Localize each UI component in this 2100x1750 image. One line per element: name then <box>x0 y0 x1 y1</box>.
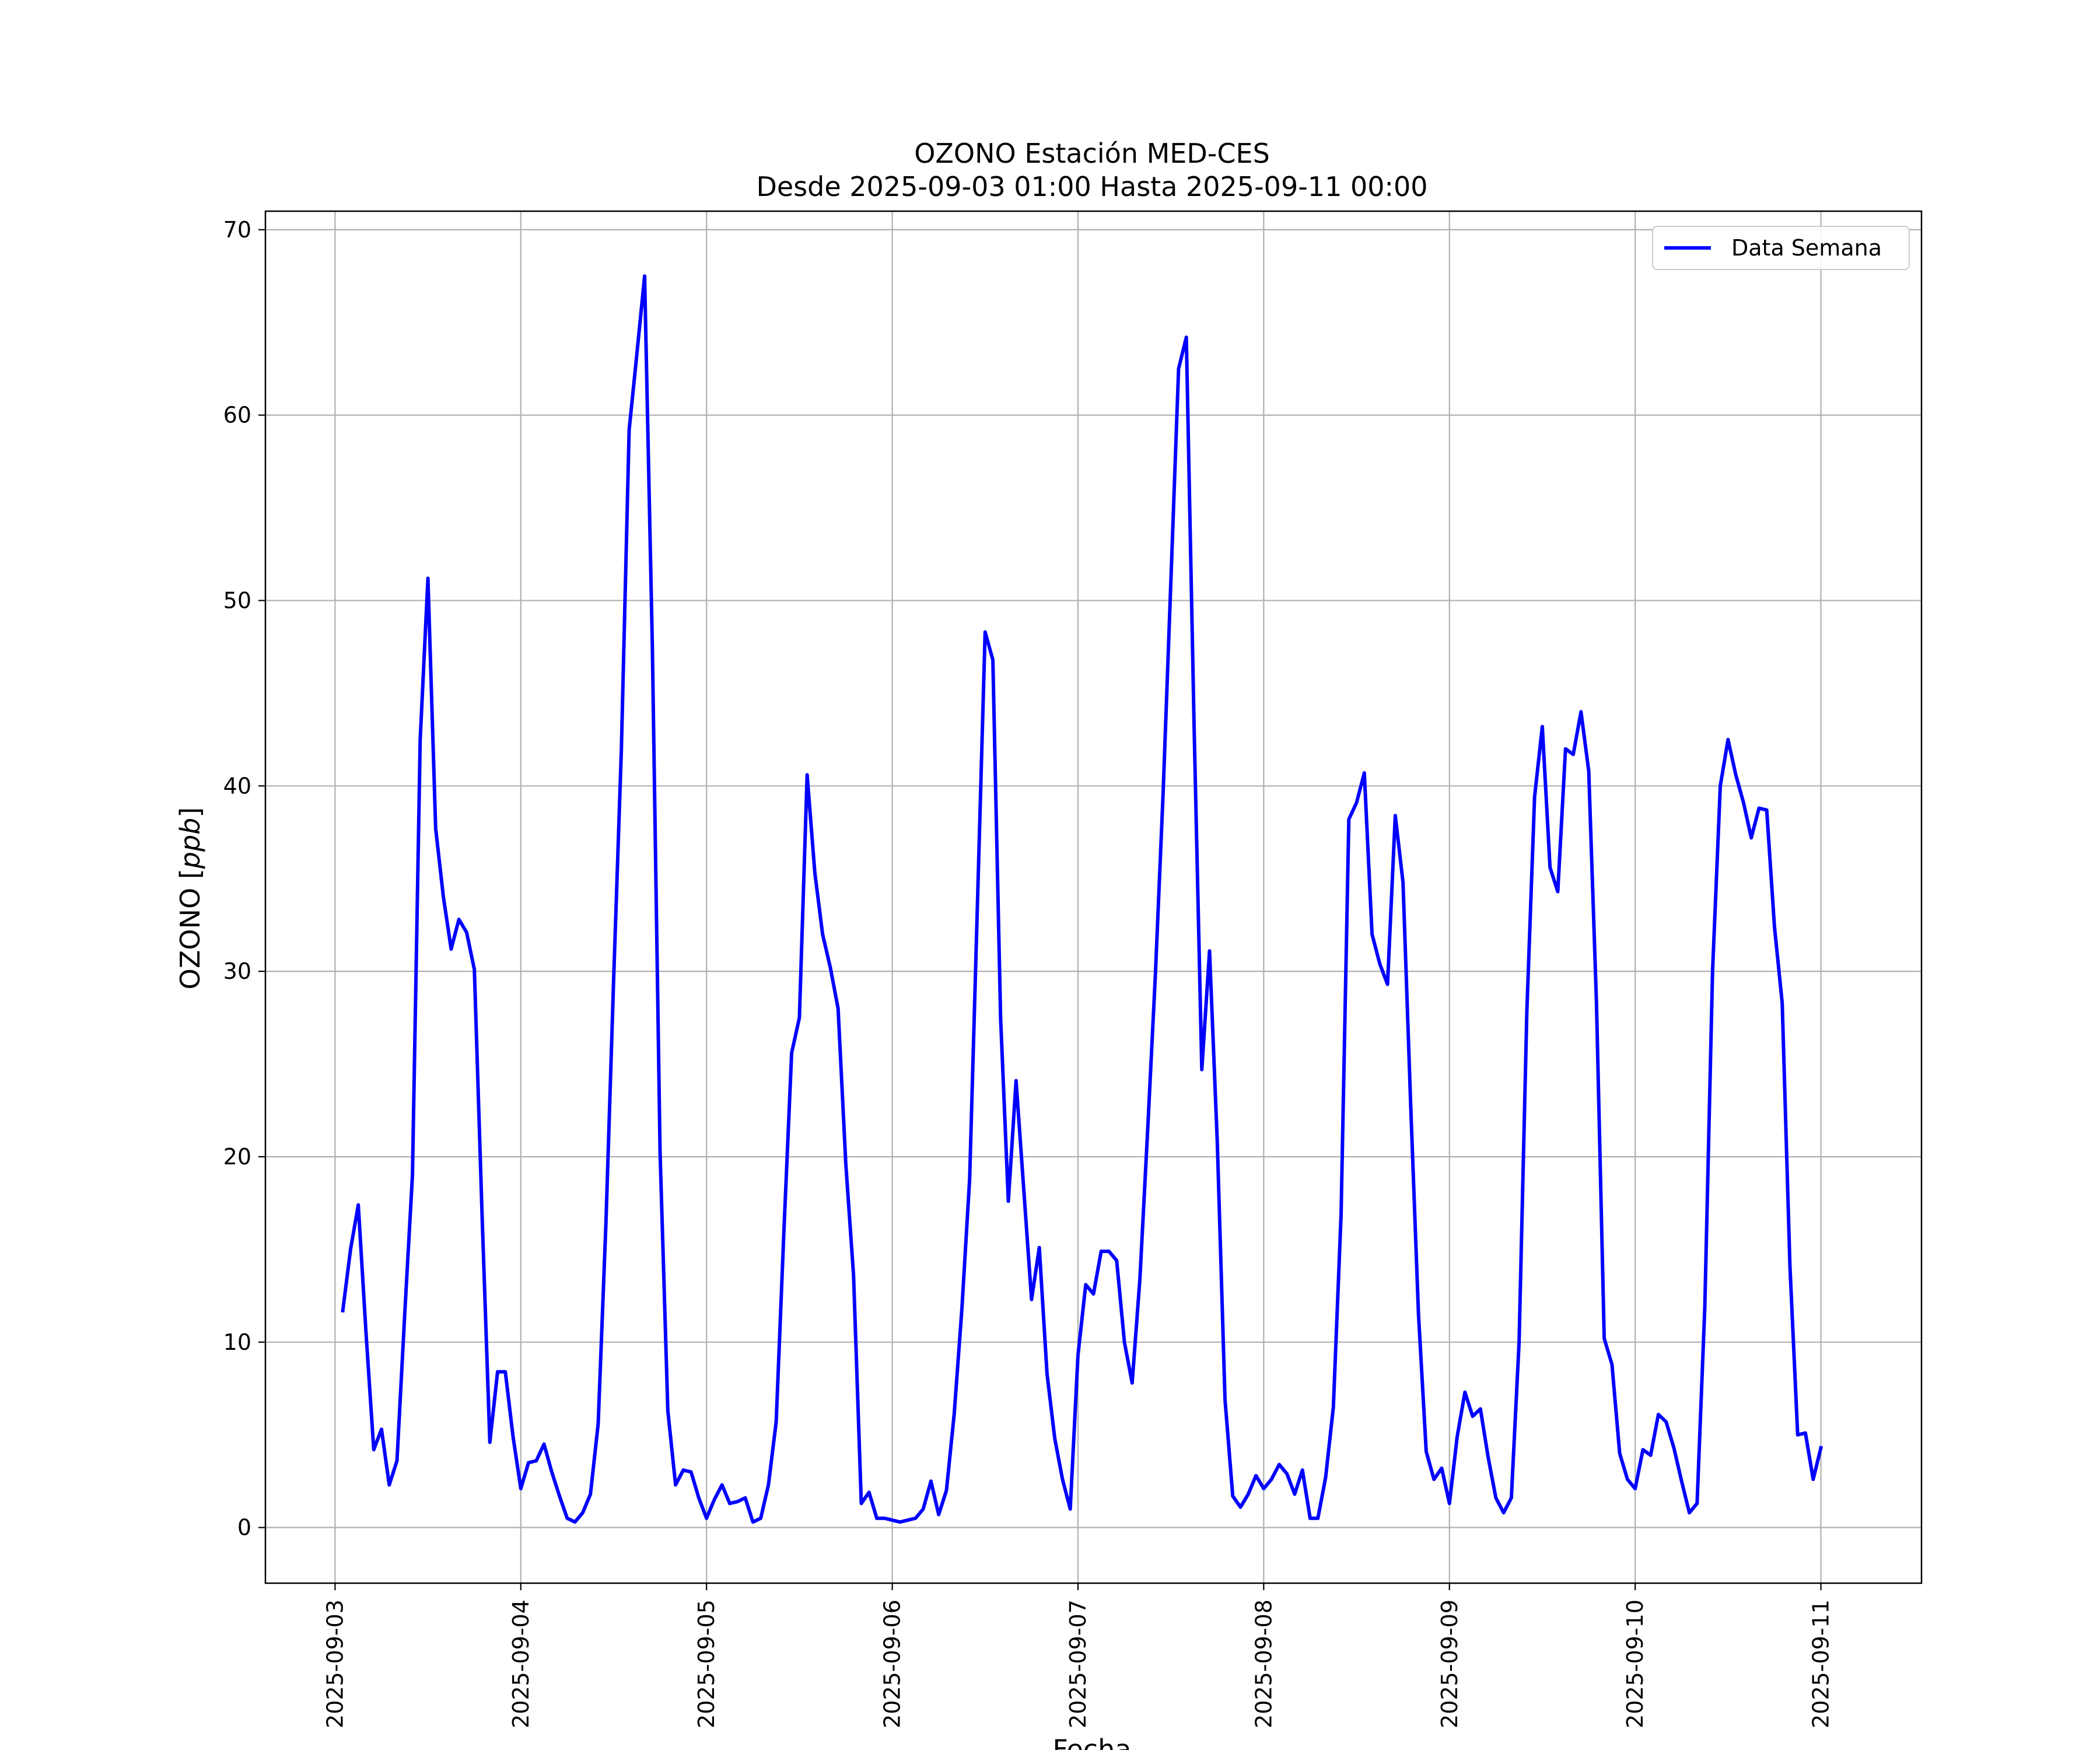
x-tick-label: 2025-09-09 <box>1437 1600 1462 1728</box>
x-tick-label: 2025-09-07 <box>1065 1600 1091 1728</box>
x-tick-label: 2025-09-10 <box>1622 1600 1648 1728</box>
series-line-data-semana <box>341 274 1824 1524</box>
grid-lines <box>265 211 1922 1583</box>
y-tick-label: 40 <box>223 773 251 799</box>
y-tick-label: 50 <box>223 587 251 613</box>
plot-frame <box>264 210 1923 1584</box>
y-tick-label: 20 <box>223 1144 251 1170</box>
y-axis-label: OZONO [ppb] <box>174 807 206 990</box>
x-axis-label: Fecha <box>1053 1734 1132 1750</box>
y-tick-label: 0 <box>237 1515 251 1541</box>
y-tick-label: 10 <box>223 1329 251 1355</box>
legend-box <box>1652 226 1910 270</box>
plot-area <box>265 211 1922 1583</box>
x-tick-label: 2025-09-04 <box>508 1600 534 1728</box>
x-tick-label: 2025-09-08 <box>1251 1600 1276 1728</box>
x-tick-label: 2025-09-05 <box>694 1600 719 1728</box>
y-tick-label: 70 <box>223 217 251 243</box>
chart-subtitle: Desde 2025-09-03 01:00 Hasta 2025-09-11 … <box>756 171 1427 202</box>
series-layer <box>341 274 1824 1524</box>
y-tick-label: 60 <box>223 402 251 428</box>
axis-ticks: 2025-09-03 2025-09-04 2025-09-05 2025-09-06… <box>223 217 1834 1728</box>
x-tick-label: 2025-09-11 <box>1808 1600 1834 1728</box>
legend-label: Data Semana <box>1731 235 1882 261</box>
y-axis-label-prefix: OZONO [ <box>174 869 206 989</box>
chart-title: OZONO Estación MED-CES <box>914 138 1270 169</box>
y-tick-label: 30 <box>223 958 251 984</box>
x-tick-label: 2025-09-03 <box>322 1600 348 1728</box>
x-tick-label: 2025-09-06 <box>880 1600 905 1728</box>
y-axis-label-unit: ppb <box>174 818 206 870</box>
legend: Data Semana <box>1652 226 1910 270</box>
y-axis-label-suffix: ] <box>174 807 206 818</box>
